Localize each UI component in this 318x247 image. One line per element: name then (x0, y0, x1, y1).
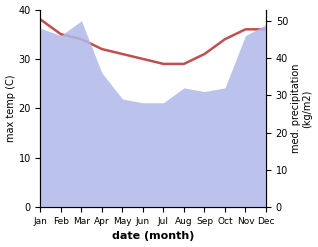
X-axis label: date (month): date (month) (112, 231, 194, 242)
Y-axis label: med. precipitation
(kg/m2): med. precipitation (kg/m2) (291, 64, 313, 153)
Y-axis label: max temp (C): max temp (C) (5, 75, 16, 142)
